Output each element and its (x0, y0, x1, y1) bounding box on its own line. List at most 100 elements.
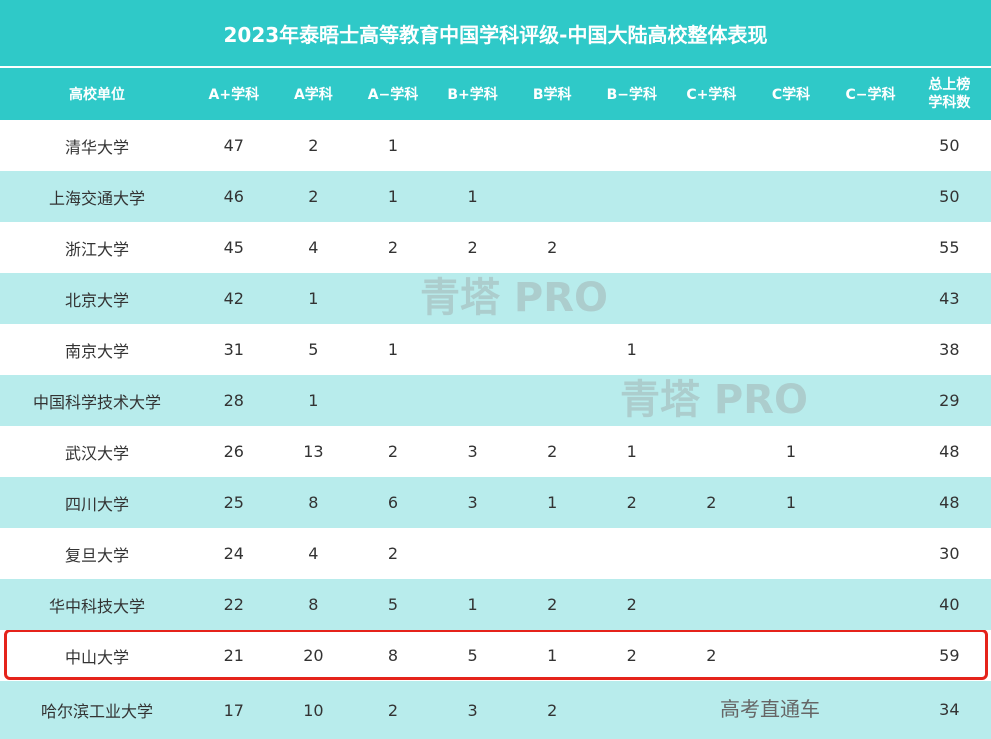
table-body: 清华大学 47 2 1 50 上海交通大学 46 2 1 1 50 浙江大学 45 4 2 2 2 55 北京大学 4… (0, 120, 991, 739)
cell-value: 3 (467, 493, 478, 512)
university-name: 武汉大学 (64, 443, 129, 463)
cell-value: 2 (706, 493, 717, 512)
cell-value: 50 (939, 135, 960, 155)
cell-value: 4 (308, 544, 319, 563)
cell-value: 2 (626, 493, 637, 512)
table-header: 高校单位 A+学科 A学科 A−学科 B+学科 B学科 B−学科 C+学科 C学科 C−学科 总上榜… (0, 68, 991, 120)
cell-value: 2 (387, 442, 399, 461)
cell-value: 2 (706, 646, 717, 665)
cell-value: 1 (387, 187, 399, 206)
divider (0, 66, 991, 68)
cell-value: 38 (939, 339, 960, 359)
column-header: 高校单位 (69, 87, 125, 103)
cell-value: 47 (223, 136, 244, 155)
table-row: 武汉大学 26 13 2 3 2 1 1 48 (0, 426, 991, 477)
cell-value: 1 (626, 442, 637, 461)
table-row: 哈尔滨工业大学 17 10 2 3 2 34 (0, 681, 991, 739)
cell-value: 2 (308, 136, 319, 155)
cell-value: 5 (308, 340, 319, 359)
cell-value: 17 (223, 700, 244, 720)
cell-value: 48 (939, 492, 960, 512)
cell-value: 55 (939, 237, 960, 257)
source-watermark: 高考直通车 (720, 697, 820, 721)
cell-value: 40 (939, 594, 960, 614)
cell-value: 42 (223, 289, 244, 308)
column-header: B−学科 (606, 87, 657, 103)
table-row: 清华大学 47 2 1 50 (0, 120, 991, 171)
university-name: 清华大学 (64, 137, 129, 157)
column-header: B+学科 (447, 87, 498, 103)
cell-value: 2 (467, 238, 478, 257)
cell-value: 1 (308, 391, 319, 410)
cell-value: 6 (387, 493, 399, 512)
cell-value: 25 (223, 493, 244, 512)
cell-value: 1 (626, 340, 637, 359)
cell-value: 1 (785, 493, 797, 512)
cell-value: 8 (387, 646, 399, 665)
cell-value: 3 (467, 442, 478, 461)
table-row: 中山大学 21 20 8 5 1 2 2 59 (0, 630, 991, 681)
cell-value: 2 (547, 595, 558, 614)
university-name: 四川大学 (64, 494, 129, 514)
cell-value: 5 (387, 595, 399, 614)
university-name: 华中科技大学 (48, 596, 145, 616)
cell-value: 3 (467, 700, 478, 720)
cell-value: 2 (387, 238, 399, 257)
table-row: 上海交通大学 46 2 1 1 50 (0, 171, 991, 222)
cell-value: 2 (626, 595, 637, 614)
cell-value: 10 (303, 700, 324, 720)
cell-value: 1 (547, 493, 558, 512)
column-header: C学科 (771, 87, 811, 103)
cell-value: 50 (939, 186, 960, 206)
cell-value: 26 (223, 442, 244, 461)
university-name: 复旦大学 (64, 545, 129, 565)
column-header: A−学科 (367, 87, 419, 103)
cell-value: 31 (223, 340, 244, 359)
table-row: 北京大学 42 1 43 (0, 273, 991, 324)
cell-value: 1 (308, 289, 319, 308)
cell-value: 5 (467, 646, 478, 665)
cell-value: 20 (303, 646, 324, 665)
table-row: 浙江大学 45 4 2 2 2 55 (0, 222, 991, 273)
cell-value: 34 (939, 700, 960, 719)
column-header: B学科 (532, 87, 572, 103)
cell-value: 22 (223, 595, 244, 614)
cell-value: 4 (308, 238, 319, 257)
column-header: A+学科 (208, 87, 260, 103)
university-name: 哈尔滨工业大学 (40, 702, 153, 721)
cell-value: 2 (547, 700, 558, 720)
column-header: C−学科 (845, 87, 896, 103)
cell-value: 24 (223, 544, 244, 563)
university-name: 南京大学 (64, 341, 129, 361)
university-name: 中国科学技术大学 (32, 392, 161, 412)
cell-value: 1 (467, 595, 478, 614)
university-name: 中山大学 (64, 647, 129, 667)
cell-value: 2 (547, 442, 558, 461)
cell-value: 2 (387, 544, 399, 563)
cell-value: 29 (939, 390, 960, 410)
cell-value: 2 (387, 700, 399, 720)
cell-value: 8 (308, 595, 319, 614)
table-row: 南京大学 31 5 1 1 38 (0, 324, 991, 375)
table-title: 2023年泰晤士高等教育中国学科评级-中国大陆高校整体表现 (0, 0, 991, 66)
cell-value: 8 (308, 493, 319, 512)
cell-value: 59 (939, 645, 960, 665)
cell-value: 1 (387, 340, 399, 359)
column-header: 总上榜 学科数 (928, 77, 971, 111)
table-row: 中国科学技术大学 28 1 29 (0, 375, 991, 426)
cell-value: 2 (547, 238, 558, 257)
cell-value: 1 (785, 442, 797, 461)
cell-value: 1 (467, 187, 478, 206)
cell-value: 30 (939, 543, 960, 563)
table-row: 四川大学 25 8 6 3 1 2 2 1 48 (0, 477, 991, 528)
column-header: C+学科 (686, 87, 737, 103)
cell-value: 13 (303, 442, 324, 461)
column-header: A学科 (293, 87, 333, 103)
highlight-box (4, 629, 988, 680)
cell-value: 28 (223, 391, 244, 410)
cell-value: 45 (223, 238, 244, 257)
table-row: 华中科技大学 22 8 5 1 2 2 40 (0, 579, 991, 630)
cell-value: 1 (547, 646, 558, 665)
cell-value: 21 (223, 646, 244, 665)
cell-value: 48 (939, 441, 960, 461)
